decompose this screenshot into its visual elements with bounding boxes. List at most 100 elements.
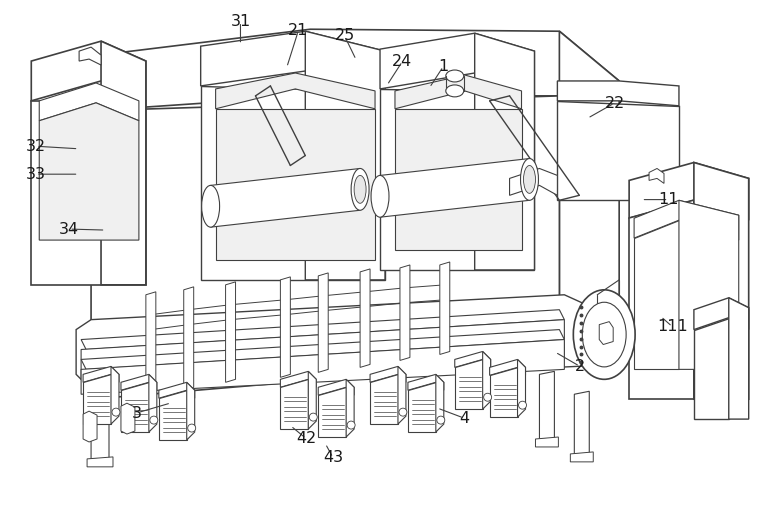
Polygon shape bbox=[39, 83, 139, 121]
Polygon shape bbox=[436, 375, 444, 432]
Polygon shape bbox=[509, 169, 557, 195]
Text: 24: 24 bbox=[392, 54, 413, 69]
Polygon shape bbox=[159, 382, 195, 398]
Polygon shape bbox=[483, 352, 491, 409]
Polygon shape bbox=[149, 375, 157, 432]
Polygon shape bbox=[31, 41, 146, 101]
Polygon shape bbox=[634, 220, 679, 369]
Polygon shape bbox=[455, 352, 491, 367]
Text: 22: 22 bbox=[604, 96, 625, 110]
Polygon shape bbox=[200, 31, 385, 91]
Ellipse shape bbox=[150, 416, 158, 424]
Ellipse shape bbox=[574, 290, 635, 379]
Polygon shape bbox=[380, 89, 535, 270]
Ellipse shape bbox=[112, 408, 120, 416]
Polygon shape bbox=[380, 158, 529, 217]
Polygon shape bbox=[81, 330, 564, 369]
Text: 34: 34 bbox=[59, 222, 79, 237]
Polygon shape bbox=[694, 318, 729, 419]
Ellipse shape bbox=[202, 185, 220, 227]
Text: 4: 4 bbox=[459, 411, 469, 426]
Polygon shape bbox=[574, 391, 589, 454]
Polygon shape bbox=[39, 103, 139, 240]
Polygon shape bbox=[216, 73, 375, 109]
Polygon shape bbox=[360, 269, 370, 367]
Ellipse shape bbox=[521, 158, 539, 200]
Ellipse shape bbox=[446, 70, 464, 82]
Polygon shape bbox=[629, 162, 748, 220]
Ellipse shape bbox=[351, 169, 369, 210]
Polygon shape bbox=[346, 379, 354, 437]
Polygon shape bbox=[318, 387, 346, 437]
Ellipse shape bbox=[519, 401, 526, 409]
Text: 11: 11 bbox=[658, 192, 679, 207]
Polygon shape bbox=[440, 262, 450, 355]
Text: 32: 32 bbox=[26, 138, 46, 154]
Polygon shape bbox=[83, 411, 97, 442]
Text: 25: 25 bbox=[334, 29, 354, 43]
Ellipse shape bbox=[484, 393, 491, 401]
Polygon shape bbox=[305, 31, 385, 280]
Polygon shape bbox=[280, 379, 308, 429]
Polygon shape bbox=[81, 339, 564, 394]
Polygon shape bbox=[395, 109, 522, 250]
Polygon shape bbox=[211, 169, 360, 227]
Polygon shape bbox=[308, 371, 317, 429]
Ellipse shape bbox=[523, 166, 536, 193]
Polygon shape bbox=[318, 379, 354, 395]
Ellipse shape bbox=[310, 413, 317, 421]
Polygon shape bbox=[560, 31, 619, 369]
Polygon shape bbox=[146, 292, 156, 397]
Ellipse shape bbox=[371, 175, 389, 217]
Text: 42: 42 bbox=[296, 431, 316, 446]
Polygon shape bbox=[216, 109, 375, 260]
Polygon shape bbox=[694, 298, 748, 330]
Polygon shape bbox=[111, 366, 119, 424]
Polygon shape bbox=[81, 310, 564, 350]
Polygon shape bbox=[649, 169, 664, 183]
Polygon shape bbox=[539, 371, 554, 439]
Polygon shape bbox=[280, 277, 290, 377]
Polygon shape bbox=[318, 273, 328, 373]
Polygon shape bbox=[518, 359, 526, 417]
Polygon shape bbox=[83, 366, 119, 382]
Ellipse shape bbox=[354, 175, 366, 203]
Polygon shape bbox=[729, 298, 748, 419]
Ellipse shape bbox=[348, 421, 355, 429]
Polygon shape bbox=[557, 101, 679, 200]
Polygon shape bbox=[679, 200, 738, 369]
Text: 21: 21 bbox=[288, 24, 309, 38]
Polygon shape bbox=[557, 81, 679, 106]
Polygon shape bbox=[183, 287, 194, 390]
Polygon shape bbox=[536, 437, 558, 447]
Polygon shape bbox=[200, 86, 385, 280]
Polygon shape bbox=[159, 390, 187, 440]
Text: 43: 43 bbox=[323, 450, 343, 466]
Polygon shape bbox=[398, 366, 406, 424]
Polygon shape bbox=[121, 403, 135, 434]
Polygon shape bbox=[31, 101, 146, 285]
Polygon shape bbox=[408, 375, 444, 390]
Polygon shape bbox=[225, 282, 235, 382]
Polygon shape bbox=[91, 96, 560, 399]
Polygon shape bbox=[395, 75, 522, 109]
Polygon shape bbox=[490, 367, 518, 417]
Polygon shape bbox=[455, 359, 483, 409]
Polygon shape bbox=[101, 41, 146, 285]
Polygon shape bbox=[370, 366, 406, 382]
Polygon shape bbox=[634, 200, 738, 240]
Polygon shape bbox=[400, 265, 410, 360]
Text: 31: 31 bbox=[231, 14, 251, 29]
Polygon shape bbox=[570, 452, 593, 462]
Polygon shape bbox=[76, 295, 619, 389]
Polygon shape bbox=[490, 359, 526, 376]
Polygon shape bbox=[474, 33, 535, 270]
Polygon shape bbox=[87, 457, 113, 467]
Polygon shape bbox=[629, 200, 694, 399]
Polygon shape bbox=[81, 320, 564, 379]
Polygon shape bbox=[408, 382, 436, 432]
Polygon shape bbox=[121, 375, 157, 390]
Ellipse shape bbox=[582, 302, 626, 367]
Polygon shape bbox=[79, 47, 101, 65]
Text: 33: 33 bbox=[26, 167, 46, 182]
